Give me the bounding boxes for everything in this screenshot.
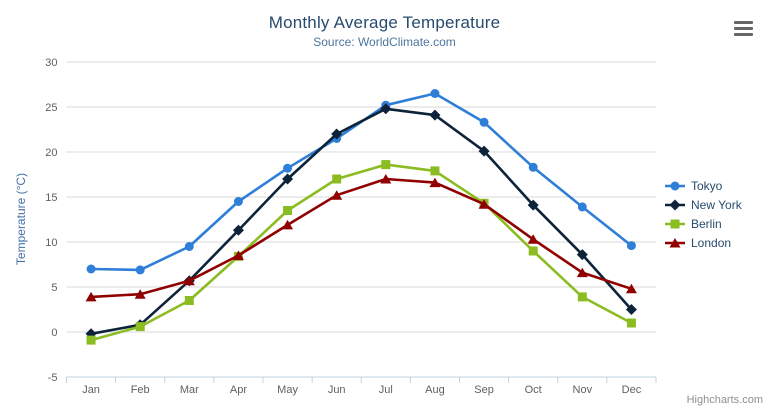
data-point-berlin-jun[interactable] <box>332 174 342 184</box>
series-line-new-york[interactable] <box>89 107 633 336</box>
legend-label: Berlin <box>691 216 722 231</box>
y-axis-tick-label: 0 <box>51 327 57 339</box>
x-axis-tick-label: Aug <box>425 384 445 396</box>
data-point-berlin-nov[interactable] <box>577 292 587 302</box>
legend-item-london[interactable]: London <box>664 233 742 252</box>
y-axis-tick-label: -5 <box>48 372 58 384</box>
data-point-tokyo-mar[interactable] <box>184 242 194 251</box>
data-point-new-york-aug[interactable] <box>429 109 441 121</box>
x-axis-tick-label: May <box>277 384 298 396</box>
data-point-berlin-oct[interactable] <box>528 246 538 256</box>
data-point-new-york-dec[interactable] <box>625 304 637 315</box>
data-point-berlin-mar[interactable] <box>184 296 194 305</box>
legend-label: New York <box>691 197 742 212</box>
legend-item-tokyo[interactable]: Tokyo <box>664 176 742 195</box>
x-axis-tick-label: Oct <box>525 384 542 396</box>
legend-symbol[interactable] <box>669 199 681 210</box>
y-axis-tick-label: 5 <box>51 282 57 294</box>
data-point-london-jun[interactable] <box>331 190 343 200</box>
x-axis-tick-label: Dec <box>622 384 642 396</box>
data-point-new-york-jul[interactable] <box>380 103 392 115</box>
x-axis-tick-label: Sep <box>474 384 494 396</box>
legend-item-new-york[interactable]: New York <box>664 195 742 214</box>
data-point-tokyo-oct[interactable] <box>528 162 538 172</box>
y-axis-tick-label: 10 <box>45 237 57 249</box>
data-point-tokyo-feb[interactable] <box>135 265 145 275</box>
data-point-london-apr[interactable] <box>232 250 244 261</box>
legend-label: Tokyo <box>691 178 723 193</box>
data-point-berlin-dec[interactable] <box>626 318 636 328</box>
legend-marker-diamond-icon <box>665 199 685 210</box>
data-point-new-york-oct[interactable] <box>527 199 539 211</box>
hamburger-menu-icon <box>734 33 753 36</box>
chart-subtitle: Source: WorldClimate.com <box>313 35 456 49</box>
data-point-london-aug[interactable] <box>429 177 441 188</box>
data-point-berlin-aug[interactable] <box>430 166 440 176</box>
data-point-london-jan[interactable] <box>85 291 97 302</box>
data-point-london-feb[interactable] <box>134 289 146 299</box>
x-axis-tick-label: Feb <box>131 384 150 396</box>
series-new-york <box>85 103 637 340</box>
y-axis-tick-label: 15 <box>45 192 57 204</box>
legend-symbol[interactable] <box>670 181 680 190</box>
x-axis-tick-label: Nov <box>573 384 593 396</box>
data-point-tokyo-may[interactable] <box>283 163 293 173</box>
hamburger-menu-icon <box>734 27 753 30</box>
data-point-london-jul[interactable] <box>380 174 392 184</box>
hamburger-menu-icon <box>734 21 753 24</box>
data-point-new-york-jun[interactable] <box>331 128 343 140</box>
legend-symbol[interactable] <box>669 237 681 248</box>
x-axis-tick-label: Jun <box>328 384 346 396</box>
legend-marker-triangle-icon <box>665 237 685 248</box>
data-point-new-york-may[interactable] <box>282 173 294 185</box>
data-point-tokyo-jan[interactable] <box>86 264 96 274</box>
highcharts-credits-link[interactable]: Highcharts.com <box>686 394 763 406</box>
legend-marker-circle-icon <box>665 181 685 190</box>
data-point-tokyo-sep[interactable] <box>479 117 489 127</box>
data-point-london-sep[interactable] <box>478 199 490 209</box>
data-point-new-york-nov[interactable] <box>576 249 588 261</box>
series-line-berlin[interactable] <box>89 163 633 342</box>
data-point-tokyo-apr[interactable] <box>233 197 243 206</box>
series-london <box>85 174 637 302</box>
data-point-tokyo-aug[interactable] <box>430 89 440 98</box>
legend-item-berlin[interactable]: Berlin <box>664 214 742 233</box>
data-point-tokyo-dec[interactable] <box>626 241 636 251</box>
chart-title: Monthly Average Temperature <box>268 13 501 32</box>
data-point-london-may[interactable] <box>282 219 294 230</box>
legend-marker-square-icon <box>665 219 685 228</box>
data-point-berlin-jul[interactable] <box>381 160 391 170</box>
y-axis-tick-label: 25 <box>45 102 57 114</box>
y-axis-tick-label: 30 <box>45 57 57 69</box>
export-menu-button[interactable] <box>734 21 754 36</box>
data-point-london-nov[interactable] <box>576 267 588 278</box>
y-axis-tick-label: 20 <box>45 147 57 159</box>
data-point-london-oct[interactable] <box>527 234 539 244</box>
data-point-berlin-jan[interactable] <box>86 335 96 345</box>
x-axis-tick-label: Apr <box>230 384 247 396</box>
x-axis-tick-label: Jan <box>82 384 100 396</box>
series-line-london[interactable] <box>89 177 633 299</box>
x-axis-tick-label: Jul <box>379 384 393 396</box>
data-point-berlin-feb[interactable] <box>135 322 145 332</box>
data-point-berlin-may[interactable] <box>283 206 293 215</box>
legend-symbol[interactable] <box>670 219 680 228</box>
data-point-tokyo-nov[interactable] <box>577 202 587 212</box>
x-axis-tick-label: Mar <box>180 384 199 396</box>
data-point-london-mar[interactable] <box>183 275 195 286</box>
data-point-new-york-sep[interactable] <box>478 145 490 157</box>
data-point-london-dec[interactable] <box>625 283 637 294</box>
series-tokyo <box>86 89 636 275</box>
legend-label: London <box>691 235 732 250</box>
data-point-new-york-apr[interactable] <box>232 224 244 236</box>
legend: Tokyo New York Berlin London <box>664 176 742 252</box>
